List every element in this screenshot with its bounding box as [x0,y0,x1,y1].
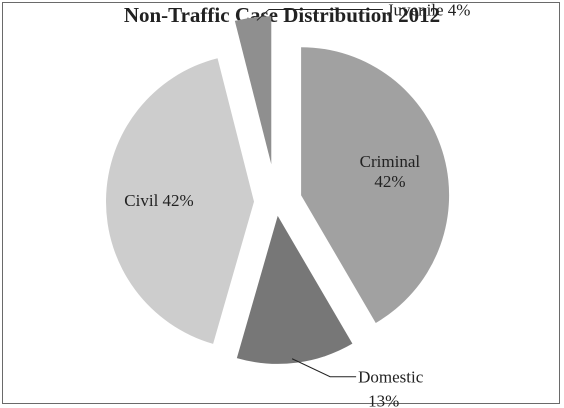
slice-label-juvenile: Juvenile 4% [387,0,471,19]
slice-label-criminal: Criminal [360,152,421,171]
slice-label-domestic: Domestic [358,368,424,387]
pie-slice-civil [106,58,255,344]
slice-value-domestic: 13% [368,392,399,408]
leader-line-domestic [291,358,357,378]
pie-slice-domestic [236,215,353,364]
chart-title: Non-Traffic Case Distribution 2012 [123,3,441,27]
slice-value-criminal: 42% [374,172,405,191]
pie-slice-criminal [301,47,450,323]
slice-label-civil: Civil 42% [124,191,193,210]
leader-line-juvenile [256,8,383,21]
pie-slice-juvenile [234,16,272,165]
